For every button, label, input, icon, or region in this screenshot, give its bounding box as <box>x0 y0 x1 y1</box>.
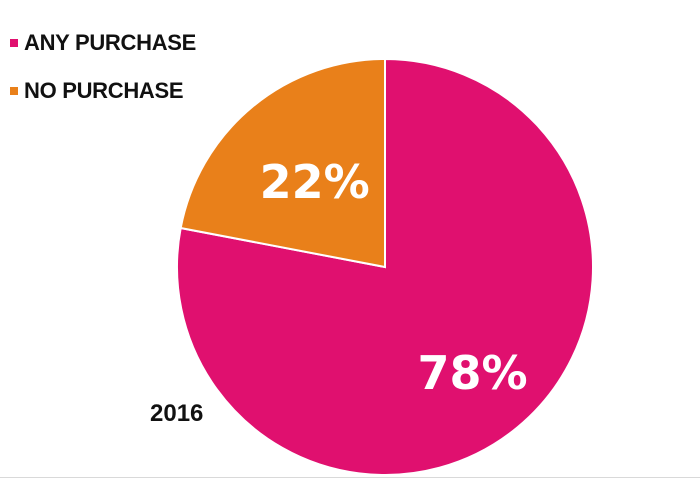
divider <box>0 477 700 478</box>
legend-label-any-purchase: ANY PURCHASE <box>24 30 197 55</box>
legend-item-any-purchase: ANY PURCHASE <box>10 30 196 56</box>
legend-swatch-no-purchase <box>10 87 18 95</box>
legend-label-no-purchase: NO PURCHASE <box>24 78 184 103</box>
legend-item-no-purchase: NO PURCHASE <box>10 78 196 104</box>
legend-swatch-any-purchase <box>10 39 18 47</box>
pie-slice-no-purchase <box>179 57 386 269</box>
slice-label-any-purchase: 78% <box>417 346 527 400</box>
year-label: 2016 <box>150 400 204 427</box>
slice-label-no-purchase: 22% <box>260 155 370 209</box>
legend: ANY PURCHASE NO PURCHASE <box>10 30 196 126</box>
